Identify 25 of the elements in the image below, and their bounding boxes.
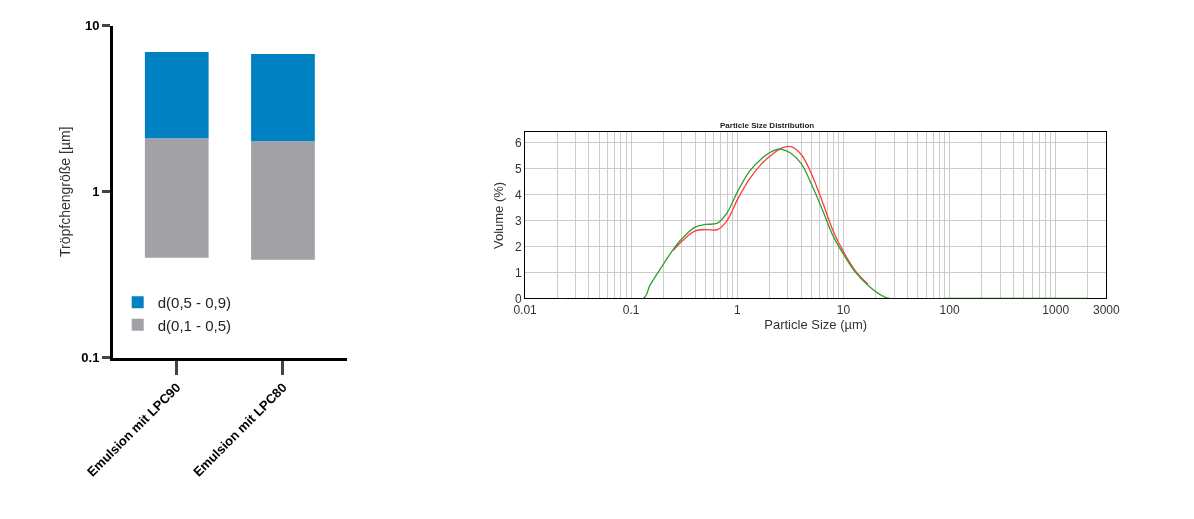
x-tick-label: 1000 xyxy=(1042,302,1070,317)
y-tick-label: 6 xyxy=(514,136,522,151)
y-tick-label: 2 xyxy=(514,239,522,254)
x-tick-label: 0.1 xyxy=(622,302,640,317)
y-tick-label: 3 xyxy=(514,213,522,228)
x-tick-label: 100 xyxy=(939,302,960,317)
bar xyxy=(144,51,209,139)
x-axis-title: Particle Size (µm) xyxy=(764,317,868,333)
bar xyxy=(251,141,315,260)
y-tick-label: 1 xyxy=(514,265,522,280)
x-tick-label: 3000 xyxy=(1092,302,1121,317)
y-axis-title: Volume (%) xyxy=(490,181,506,250)
y-tick-label: 10 xyxy=(84,18,100,34)
y-axis-title: Tröpfchengröße [µm] xyxy=(56,126,73,257)
x-tick-label: 1 xyxy=(733,302,741,317)
y-tick-label: 4 xyxy=(514,187,522,202)
chart-title: Particle Size Distribution xyxy=(720,121,815,130)
y-tick-label: 5 xyxy=(514,161,522,176)
legend-label: d(0,1 - 0,5) xyxy=(157,316,232,334)
legend-label: d(0,5 - 0,9) xyxy=(157,294,232,312)
y-tick-label: 0.1 xyxy=(81,350,100,366)
bar xyxy=(251,53,315,142)
y-tick-label: 1 xyxy=(92,184,100,200)
bar xyxy=(144,138,209,258)
x-tick-label: 10 xyxy=(836,302,851,317)
